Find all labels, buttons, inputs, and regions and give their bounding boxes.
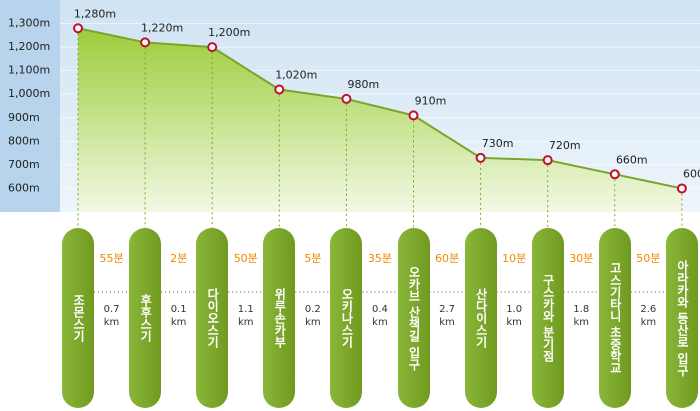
distance: 1.0 km [506,304,523,328]
station-name: 산다이스기 [474,288,489,348]
walk-time: 30분 [569,252,594,265]
point [207,42,218,53]
y-tick-label: 1,200m [8,40,50,53]
y-tick-label: 800m [8,134,40,147]
point [140,37,151,48]
station-name: 조몬스기 [71,294,86,342]
walk-time: 50분 [233,252,258,265]
walk-time: 2분 [170,252,188,265]
station-name: 오카브 산책길 입구 [407,265,421,371]
station-name: 위루손카부 [272,288,287,348]
station-name: 다이오스기 [205,288,220,348]
point [609,169,620,180]
point [676,183,687,194]
station-name: 후후스기 [138,294,153,342]
y-tick-label: 700m [8,158,40,171]
point [542,155,553,166]
value-label: 730m [482,137,514,150]
distance: 2.7 km [439,304,455,328]
value-label: 600m [683,167,700,180]
distance: 0.2 km [304,304,321,328]
station: 고스기타니 초중학교 [598,228,631,408]
point [73,23,83,34]
distance: 1.1 km [237,304,254,328]
station: 아라카와 등산로 입구 [665,228,698,408]
value-label: 1,020m [275,69,317,82]
station: 다이오스기 [196,228,229,408]
y-tick-label: 900m [8,111,40,124]
line [77,27,683,190]
walk-time: 35분 [367,252,392,265]
walk-time: 5분 [304,252,322,265]
y-tick-label: 1,300m [8,17,50,30]
station: 산다이스기 [464,228,497,408]
y-tick-label: 1,100m [8,64,50,77]
distance: 1.8 km [573,304,590,328]
value-label: 1,220m [141,21,183,34]
value-label: 1,280m [74,7,116,20]
y-tick-label: 600m [8,181,40,194]
station: 조몬스기 [62,228,94,408]
value-label: 980m [348,78,380,91]
walk-time: 55분 [99,252,124,265]
distance: 0.4 km [371,304,388,328]
area [78,28,682,213]
value-label: 660m [616,153,648,166]
axis-panel [0,0,60,212]
distance: 2.6 km [640,304,657,328]
value-label: 720m [549,139,581,152]
station-name: 오키나스기 [339,288,354,348]
point [274,84,285,95]
distance: 0.1 km [170,304,187,328]
station: 오키나스기 [330,228,363,408]
station: 후후스기 [129,228,162,408]
distance: 0.7 km [103,304,120,328]
walk-time: 50분 [636,252,661,265]
value-label: 910m [415,94,447,107]
walk-time: 10분 [502,252,527,265]
y-tick-label: 1,000m [8,87,50,100]
point [475,152,486,163]
station: 위루손카부 [263,228,296,408]
station: 오카브 산책길 입구 [397,228,430,408]
value-label: 1,200m [208,26,250,39]
point [408,110,419,121]
station-name: 아라카와 등산로 입구 [675,259,690,377]
point [341,93,352,104]
station-name: 구스카와 분기점 [541,273,556,363]
walk-time: 60분 [434,252,460,265]
station-name: 고스기타니 초중학교 [608,261,623,375]
station: 구스카와 분기점 [531,228,564,408]
